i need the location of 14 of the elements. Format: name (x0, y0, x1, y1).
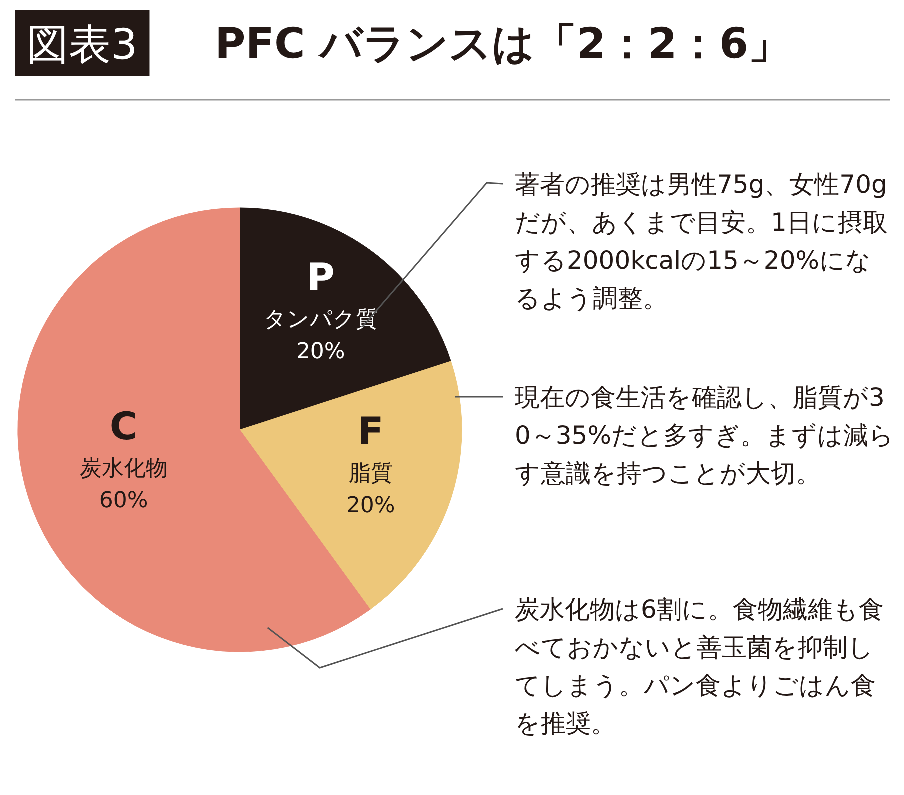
pie-slice (240, 361, 462, 610)
slice-label: 炭水化物 (80, 456, 168, 482)
text: P (306, 256, 335, 300)
text: F (358, 410, 384, 454)
data-label: 20% (296, 340, 346, 365)
data-label: 60% (99, 488, 148, 514)
chart-title: PFC バランスは「2：2：6」 (215, 19, 791, 68)
text: 現在の食生活を確認し、脂質が30～35%だと多すぎ。まずは減らす意識を持つことが大切。 (515, 383, 894, 488)
text: 図表3 (27, 20, 138, 69)
text: 炭水化物は6割に。食物繊維も食べておかないと善玉菌を抑制してしまう。パン食よりごはん食を推奨。 (515, 595, 884, 738)
slice-label: 脂質 (348, 462, 393, 487)
text: 著者の推奨は男性75g、女性70gだが、あくまで目安。1日に摂取する2000kcalの15～20%になるよう調整。 (515, 170, 888, 313)
text: C (110, 404, 138, 449)
data-label: 20% (346, 494, 396, 519)
